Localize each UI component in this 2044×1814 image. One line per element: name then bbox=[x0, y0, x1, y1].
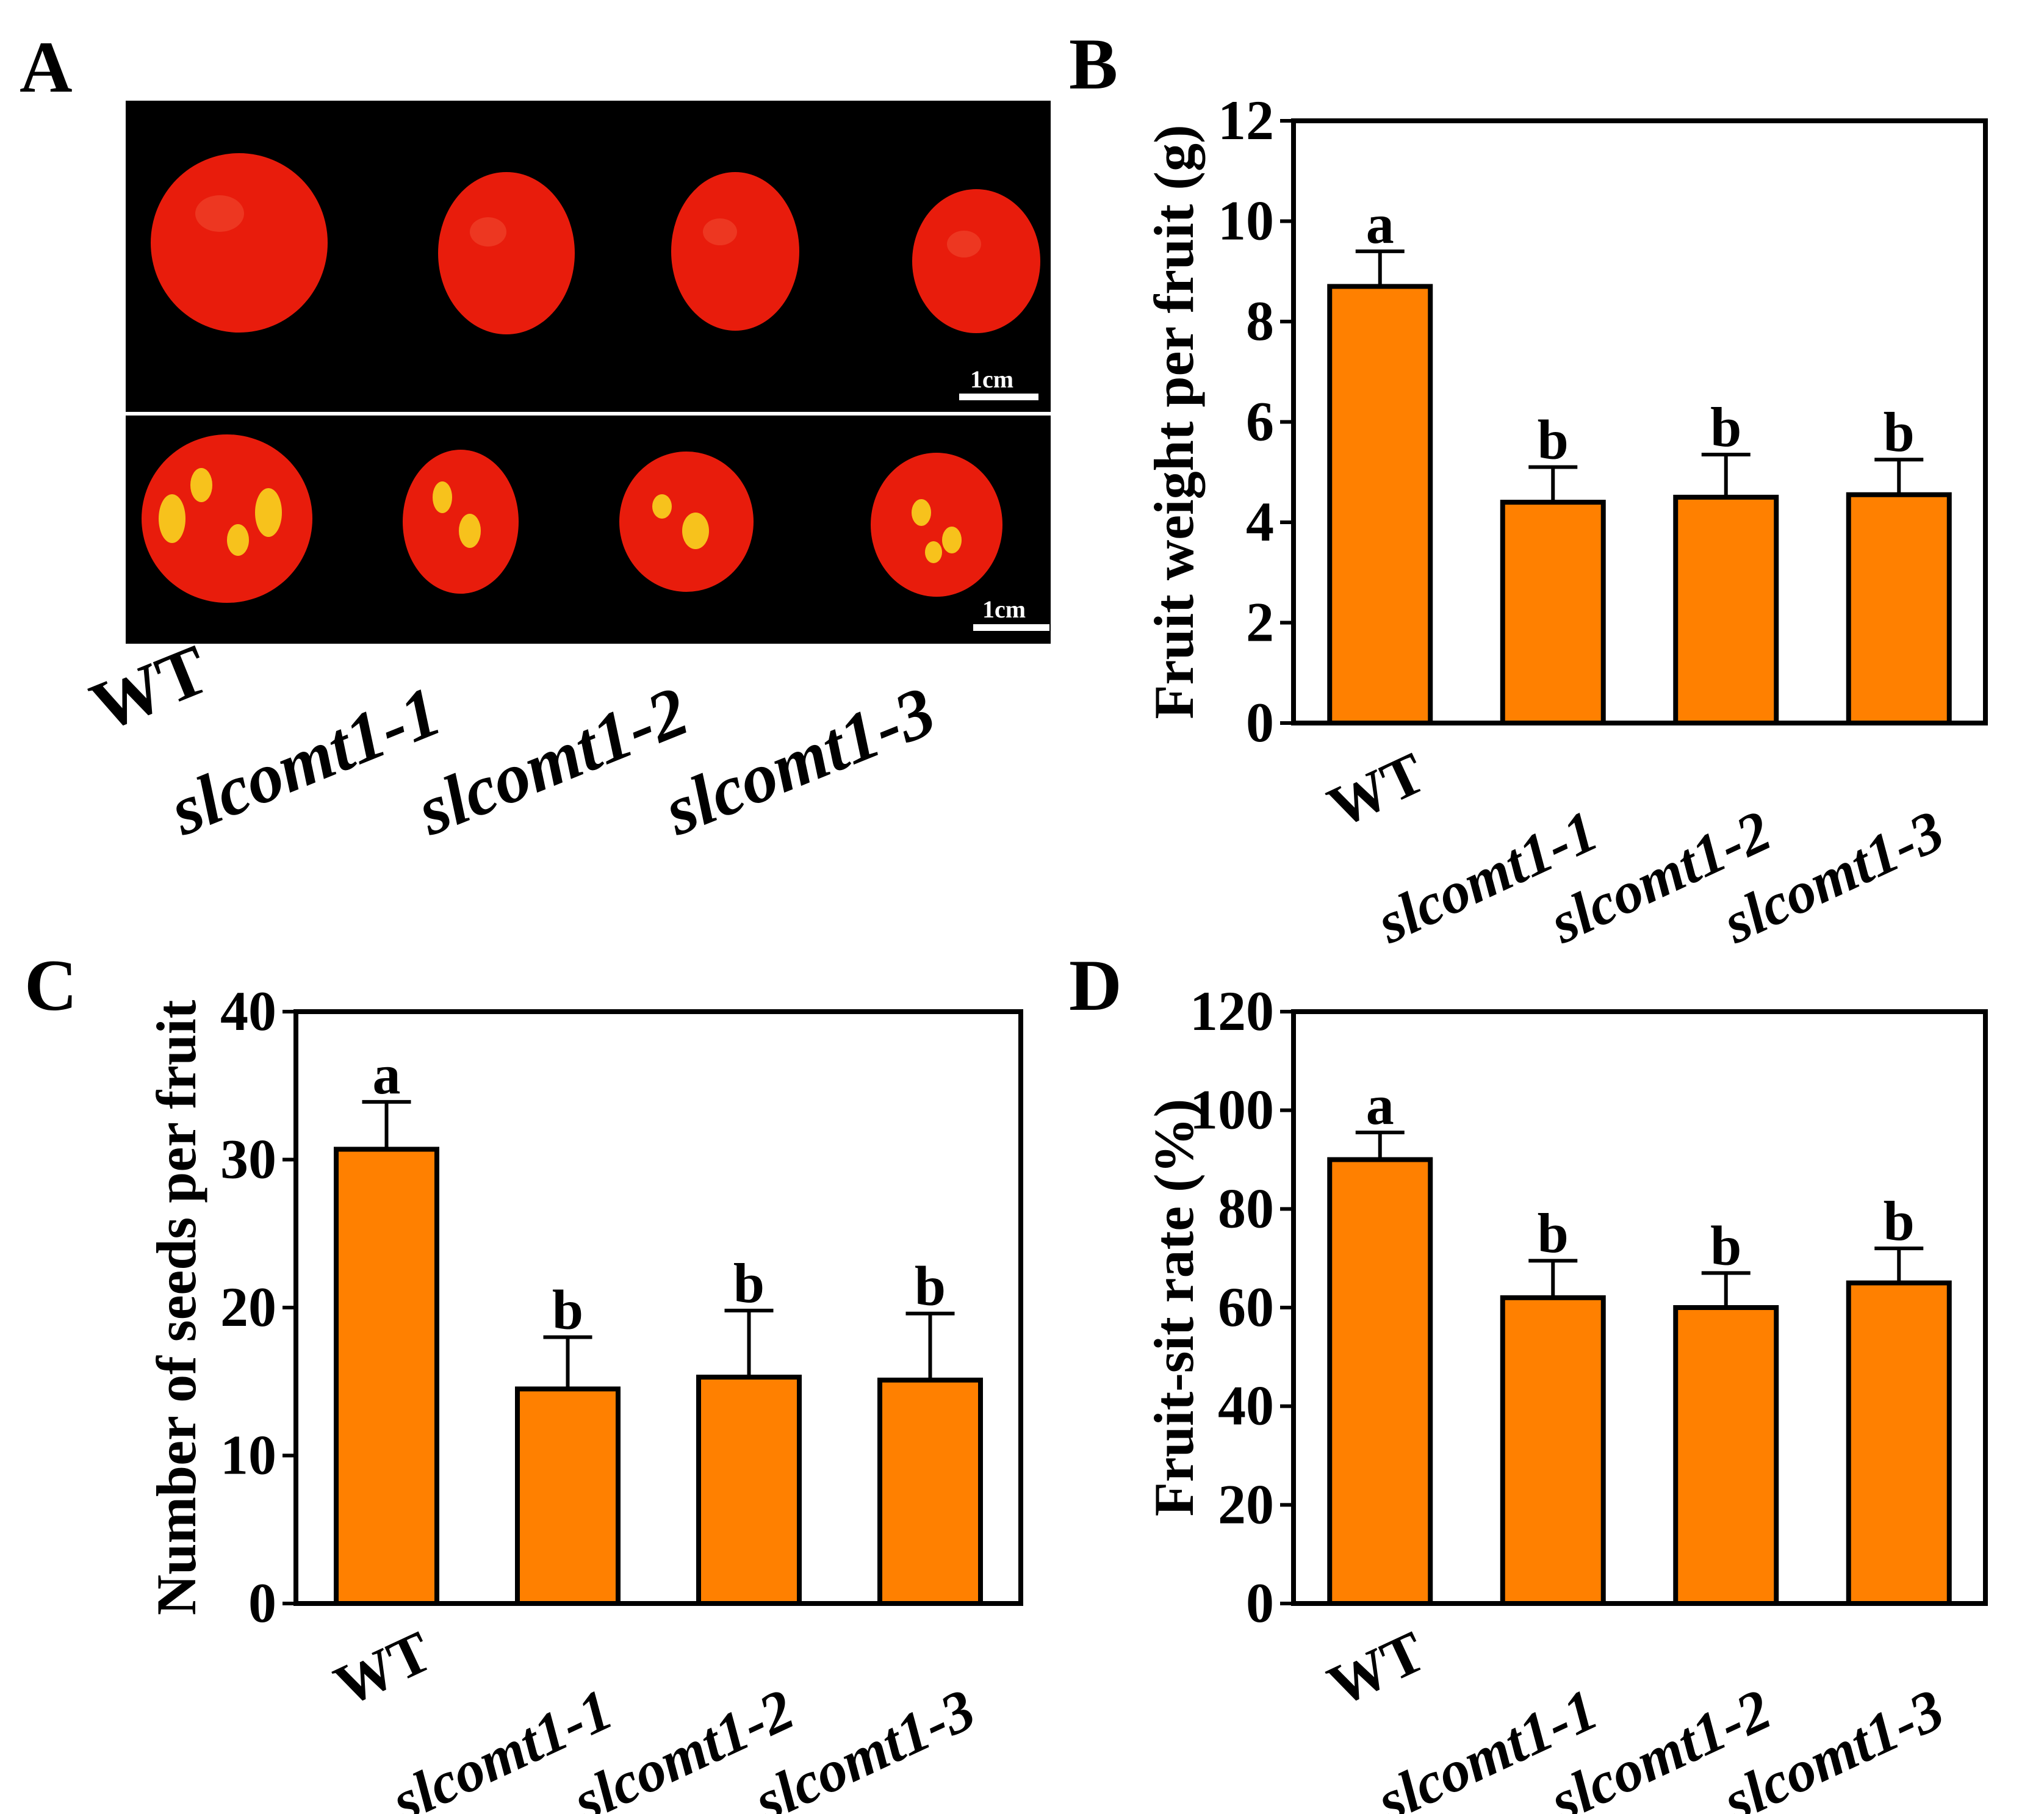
significance-label: b bbox=[1538, 1202, 1569, 1264]
bar bbox=[1673, 1305, 1779, 1606]
locules bbox=[159, 468, 962, 563]
significance-label: b bbox=[552, 1279, 583, 1341]
significance-label: b bbox=[1710, 1214, 1741, 1276]
y-axis-title: Fruit-sit rate (%) bbox=[1143, 1099, 1205, 1517]
plot-frame bbox=[1291, 118, 1988, 725]
bar bbox=[1327, 1157, 1433, 1606]
whole-fruit-slcomt1-1 bbox=[438, 172, 575, 334]
significance-label: b bbox=[1710, 396, 1741, 458]
panel-letter: C bbox=[24, 945, 77, 1026]
photo-label-wt: WT bbox=[81, 630, 219, 747]
y-tick-label: 10 bbox=[220, 1424, 276, 1486]
scale-bar-label-bottom: 1cm bbox=[982, 596, 1026, 623]
significance-label: a bbox=[1366, 193, 1394, 255]
bar bbox=[1846, 1280, 1952, 1606]
panel-a-letter: A bbox=[20, 26, 73, 107]
scale-bar-label-top: 1cm bbox=[970, 365, 1013, 393]
y-tick-label: 20 bbox=[220, 1276, 276, 1338]
y-axis-title: Number of seeds per fruit bbox=[145, 999, 207, 1615]
bar bbox=[515, 1386, 621, 1606]
category-label: WT bbox=[325, 1618, 441, 1719]
bar bbox=[1846, 492, 1952, 725]
cross-section-slcomt1-3 bbox=[871, 453, 1002, 597]
bar bbox=[1327, 284, 1433, 725]
significance-label: b bbox=[1538, 409, 1569, 471]
bar bbox=[1500, 500, 1606, 725]
significance-label: b bbox=[915, 1255, 946, 1317]
significance-label: a bbox=[1366, 1074, 1394, 1136]
fruit-highlight bbox=[703, 218, 737, 245]
panel-letter: B bbox=[1069, 23, 1118, 104]
category-label: WT bbox=[1318, 1618, 1434, 1719]
panel-a-photo: A 1cm bbox=[20, 26, 1051, 851]
significance-label: b bbox=[1884, 401, 1915, 463]
fruit-highlight bbox=[195, 195, 244, 232]
bar bbox=[696, 1374, 802, 1607]
significance-label: b bbox=[733, 1252, 765, 1314]
plot-frame bbox=[293, 1009, 1023, 1606]
category-label: WT bbox=[1318, 740, 1434, 840]
panel-b-chart: B Fruit weight per fruit (g) 0 2 4 6 8 10 12 a WT b… bbox=[1069, 23, 1988, 956]
y-tick-label: 40 bbox=[1218, 1375, 1274, 1437]
significance-label: b bbox=[1884, 1190, 1915, 1252]
cross-section-wt bbox=[142, 434, 312, 603]
y-tick-label: 0 bbox=[248, 1572, 276, 1634]
fruit-highlight bbox=[470, 217, 506, 247]
plot-frame bbox=[1291, 1009, 1988, 1606]
y-tick-label: 30 bbox=[220, 1128, 276, 1190]
y-tick-label: 80 bbox=[1218, 1177, 1274, 1239]
y-tick-label: 6 bbox=[1246, 391, 1274, 453]
y-tick-label: 12 bbox=[1218, 89, 1274, 151]
y-tick-label: 0 bbox=[1246, 691, 1274, 754]
y-tick-label: 100 bbox=[1190, 1079, 1274, 1141]
whole-fruit-slcomt1-2 bbox=[671, 172, 799, 331]
y-tick-label: 4 bbox=[1246, 491, 1274, 553]
whole-fruit-slcomt1-3 bbox=[912, 189, 1040, 333]
whole-fruit-wt bbox=[151, 153, 328, 333]
bar bbox=[1500, 1295, 1606, 1606]
bar bbox=[334, 1146, 439, 1606]
y-tick-label: 20 bbox=[1218, 1473, 1274, 1535]
y-tick-label: 120 bbox=[1190, 980, 1274, 1042]
bar bbox=[1673, 494, 1779, 725]
y-tick-label: 8 bbox=[1246, 290, 1274, 352]
bar bbox=[877, 1377, 983, 1606]
panel-letter: D bbox=[1069, 945, 1122, 1026]
y-tick-label: 40 bbox=[220, 980, 276, 1042]
y-tick-label: 0 bbox=[1246, 1572, 1274, 1634]
scale-bar-bottom bbox=[973, 624, 1049, 631]
y-tick-label: 10 bbox=[1218, 190, 1274, 252]
scale-bar-top bbox=[959, 394, 1038, 400]
photo-label-slcomt1-3: slcomt1-3 bbox=[653, 672, 946, 851]
y-axis-title: Fruit weight per fruit (g) bbox=[1143, 124, 1205, 719]
y-tick-label: 60 bbox=[1218, 1276, 1274, 1338]
fruit-highlight bbox=[947, 231, 981, 257]
significance-label: a bbox=[373, 1043, 401, 1106]
photo-label-slcomt1-2: slcomt1-2 bbox=[406, 672, 699, 851]
y-tick-label: 2 bbox=[1246, 591, 1274, 653]
